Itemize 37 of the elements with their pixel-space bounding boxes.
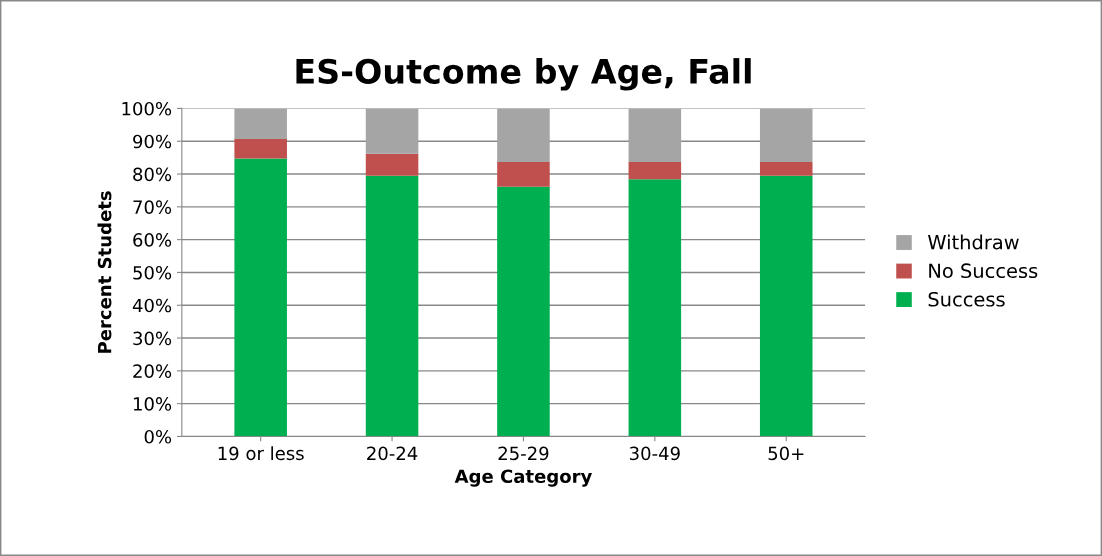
y-tick-label: 60% (133, 233, 172, 247)
y-tick-label: 30% (133, 331, 172, 346)
legend-label: Success (928, 291, 1005, 307)
bar (759, 161, 813, 176)
legend-label: No Success (929, 263, 1038, 279)
y-tick-label: 10% (133, 397, 172, 411)
y-tick-label: 70% (133, 200, 172, 214)
y-tick-label: 100% (122, 101, 172, 116)
bar (497, 161, 550, 187)
y-tick-label: 0% (144, 429, 172, 444)
bar (365, 108, 419, 154)
bar (759, 108, 813, 162)
x-axis-title: Age Category (454, 469, 592, 487)
y-tick-label: 20% (133, 364, 172, 378)
bar (365, 175, 419, 437)
bar (234, 108, 287, 139)
chart-title: ES-Outcome by Age, Fall (296, 58, 751, 91)
x-tick-label: 30-49 (629, 446, 680, 461)
y-tick-label: 40% (132, 298, 172, 313)
bar (628, 179, 682, 437)
y-tick-label: 80% (133, 167, 172, 182)
x-tick-label: 20-24 (367, 446, 418, 461)
x-tick-label: 19 or less (218, 446, 304, 461)
bar (234, 138, 287, 159)
legend-label: Withdraw (927, 234, 1019, 250)
bar (759, 175, 813, 437)
y-tick-label: 50% (133, 265, 172, 280)
bar (628, 161, 682, 180)
bar (234, 158, 287, 437)
bar (497, 108, 550, 162)
bar (365, 153, 419, 176)
y-axis-title: Percent Studets (97, 191, 112, 353)
bar (497, 186, 550, 437)
x-tick-label: 25-29 (498, 446, 549, 461)
bar (628, 108, 682, 162)
y-tick-label: 90% (133, 134, 172, 149)
x-tick-label: 50+ (768, 446, 804, 461)
